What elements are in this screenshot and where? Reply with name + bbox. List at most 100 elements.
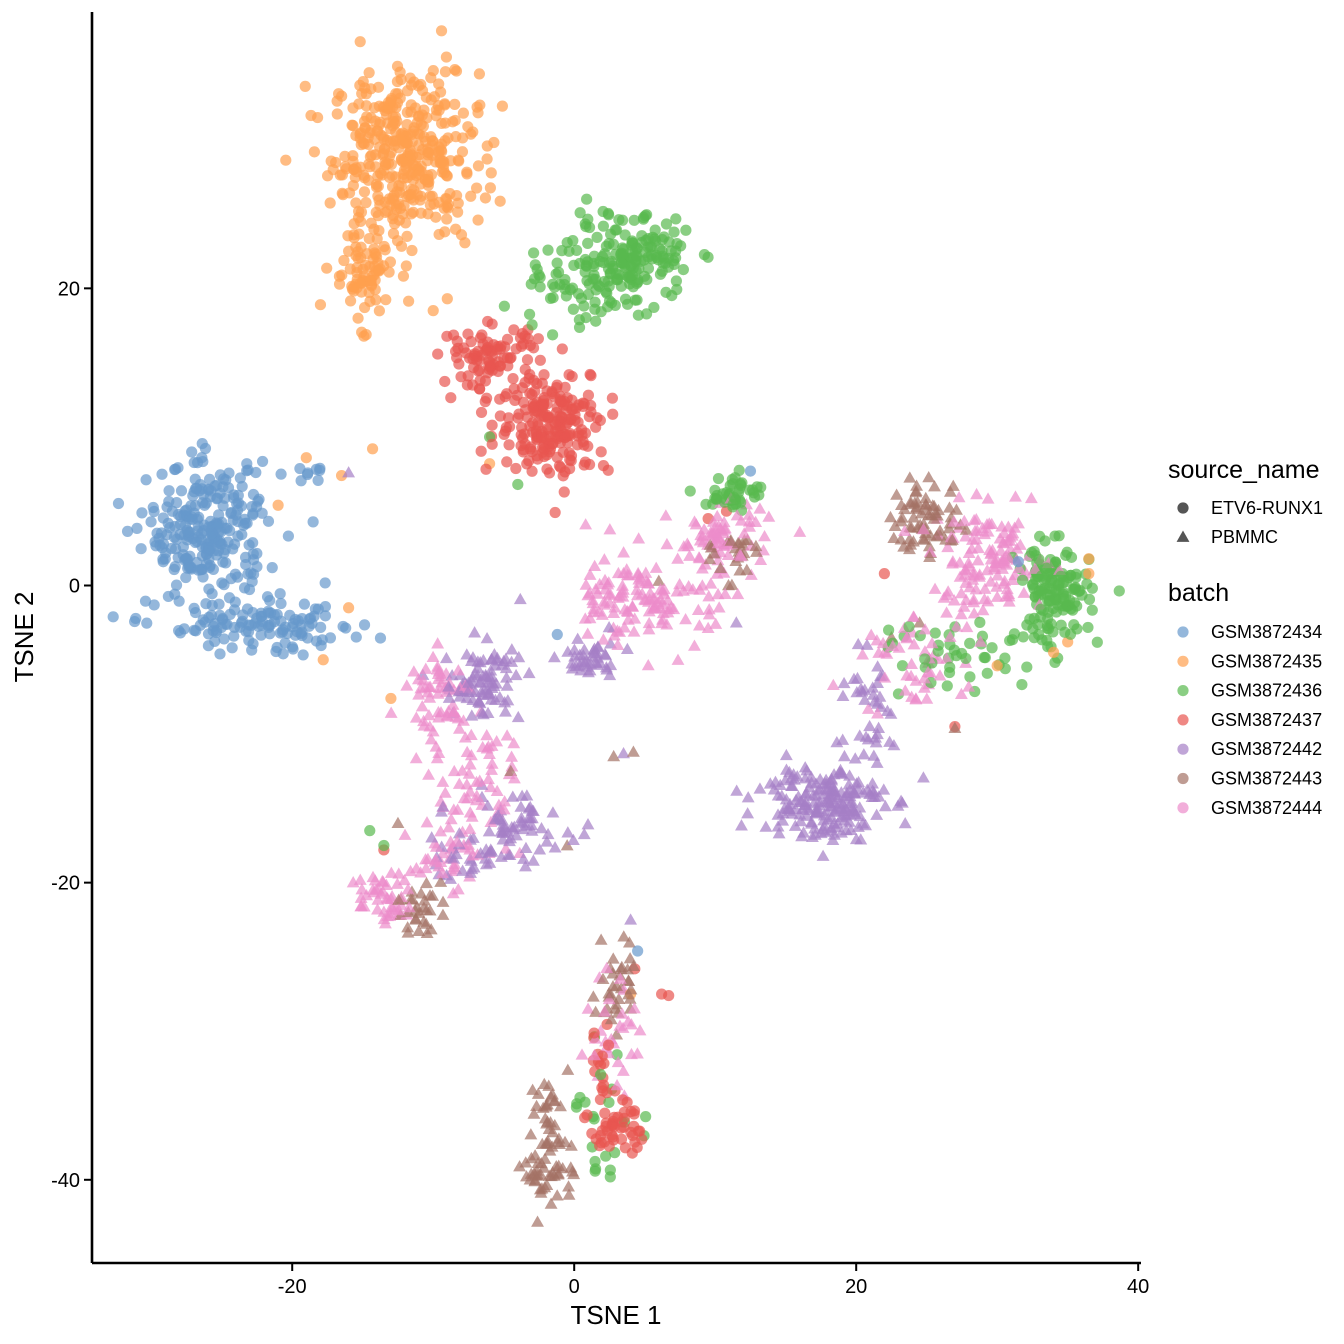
data-point	[847, 785, 861, 798]
data-point	[312, 603, 324, 615]
data-point	[426, 889, 440, 901]
data-point	[567, 643, 581, 655]
data-point	[366, 870, 380, 883]
data-point	[570, 1101, 583, 1113]
data-point	[436, 847, 450, 859]
data-point	[594, 933, 608, 945]
data-point	[434, 86, 447, 98]
data-point	[621, 1096, 633, 1108]
data-point	[277, 648, 289, 660]
data-point	[613, 214, 625, 226]
data-point	[213, 509, 225, 521]
data-point	[1024, 491, 1038, 504]
data-point	[603, 209, 615, 221]
data-point	[866, 681, 880, 693]
data-point	[598, 1136, 611, 1148]
data-point	[1033, 553, 1045, 565]
data-point	[848, 752, 862, 764]
data-point	[520, 1170, 533, 1182]
data-point	[864, 628, 878, 640]
data-point	[585, 370, 597, 382]
data-point	[1009, 490, 1022, 502]
data-point	[365, 217, 377, 229]
data-point	[583, 611, 597, 624]
data-point	[490, 784, 504, 796]
data-point	[922, 539, 936, 552]
data-point	[177, 549, 189, 561]
data-point	[581, 1002, 595, 1014]
data-point	[497, 654, 511, 667]
data-point	[531, 1087, 545, 1099]
data-point	[959, 530, 973, 542]
data-point	[617, 546, 631, 558]
data-point	[566, 370, 578, 383]
data-point	[793, 525, 807, 537]
data-point	[397, 270, 410, 282]
data-point	[606, 392, 619, 404]
data-point	[409, 913, 423, 925]
data-point	[622, 271, 634, 283]
data-point	[407, 149, 419, 161]
data-point	[929, 627, 941, 639]
data-point	[342, 466, 356, 478]
data-point	[571, 632, 585, 644]
data-point	[528, 247, 540, 259]
data-point	[659, 509, 673, 521]
data-point	[617, 746, 630, 759]
data-point	[833, 766, 846, 778]
data-point	[485, 757, 499, 769]
data-point	[352, 312, 364, 324]
data-point	[605, 228, 617, 240]
data-point	[400, 260, 412, 272]
data-point	[557, 446, 569, 458]
data-point	[963, 580, 977, 593]
data-point	[489, 812, 503, 824]
data-point	[1010, 542, 1024, 554]
data-point	[275, 597, 287, 610]
data-point	[967, 607, 981, 619]
data-point	[468, 626, 482, 638]
data-point	[524, 387, 536, 399]
data-point	[500, 671, 513, 683]
data-point	[944, 661, 956, 673]
data-point	[740, 563, 754, 575]
y-ticks: 20 0 -20 -40	[51, 278, 92, 1192]
data-point	[297, 649, 309, 661]
data-point	[1012, 561, 1026, 573]
points-layer	[107, 25, 1125, 1227]
data-point	[946, 479, 960, 491]
data-point	[484, 361, 496, 373]
data-point	[859, 818, 872, 831]
data-point	[544, 1197, 558, 1209]
data-point	[999, 652, 1011, 664]
data-point	[578, 300, 590, 312]
data-point	[870, 756, 884, 768]
data-point	[559, 381, 571, 393]
data-point	[456, 864, 470, 876]
data-point	[626, 600, 640, 612]
data-point	[475, 445, 487, 457]
data-point	[785, 807, 799, 819]
data-point	[611, 1055, 625, 1068]
data-point	[884, 510, 897, 523]
data-point	[455, 764, 469, 776]
data-point	[129, 615, 141, 628]
data-point	[588, 1027, 600, 1039]
data-point	[978, 527, 992, 540]
data-point	[524, 1128, 538, 1140]
data-point	[494, 410, 506, 422]
data-point	[851, 671, 864, 684]
data-point	[391, 816, 405, 829]
data-point	[550, 1189, 564, 1201]
data-point	[359, 122, 371, 134]
legend-label-batch: GSM3872436	[1211, 681, 1322, 701]
data-point	[547, 650, 561, 663]
data-point	[466, 651, 480, 663]
data-point	[172, 462, 184, 474]
data-point	[245, 567, 257, 579]
data-point	[535, 822, 548, 834]
data-point	[632, 945, 644, 957]
data-point	[615, 1007, 629, 1019]
data-point	[327, 164, 339, 176]
data-point	[582, 237, 594, 249]
